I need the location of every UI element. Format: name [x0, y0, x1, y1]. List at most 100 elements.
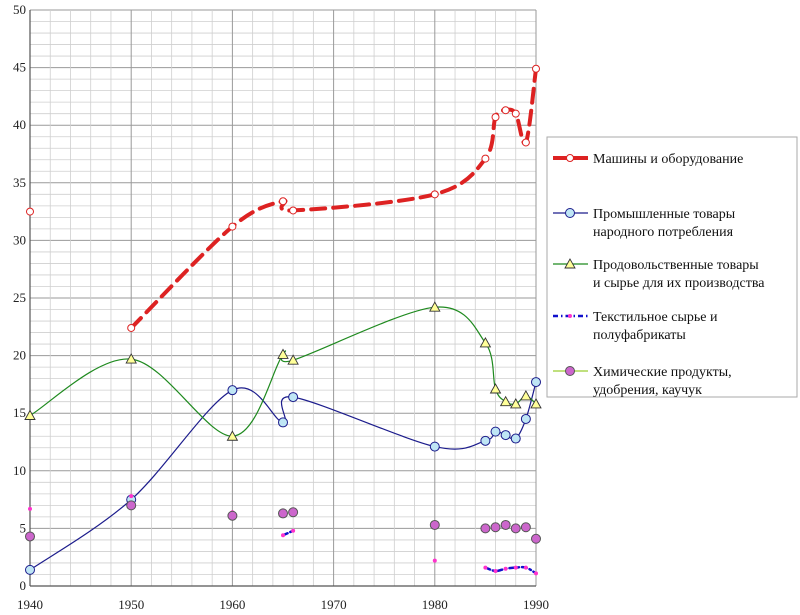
x-tick-label: 1940: [17, 597, 43, 612]
data-point: [289, 206, 298, 215]
series-line: [29, 306, 537, 437]
data-point: [227, 510, 238, 521]
y-tick-label: 30: [13, 232, 26, 247]
data-point: [483, 565, 488, 570]
data-point: [129, 494, 134, 499]
data-point: [429, 441, 440, 452]
data-point: [288, 392, 299, 403]
y-tick-label: 0: [20, 578, 27, 593]
data-point: [510, 523, 521, 534]
data-point: [531, 533, 541, 544]
data-point: [291, 528, 296, 533]
data-point: [288, 507, 299, 518]
data-point: [491, 113, 500, 122]
data-point: [500, 430, 511, 441]
data-point: [511, 109, 520, 118]
data-point: [521, 138, 530, 147]
data-point: [503, 566, 508, 571]
x-tick-label: 1980: [422, 597, 448, 612]
data-point: [510, 433, 521, 444]
grid: [29, 9, 537, 587]
data-point: [278, 508, 288, 519]
data-point: [520, 413, 531, 424]
data-point: [26, 207, 34, 216]
legend-swatch-marker: [565, 366, 575, 376]
data-point: [226, 430, 239, 441]
data-point: [25, 531, 35, 542]
data-point: [513, 565, 518, 570]
data-point: [480, 523, 491, 534]
y-tick-label: 25: [13, 290, 26, 305]
legend-label: и сырье для их производства: [593, 276, 765, 291]
data-point: [281, 533, 285, 538]
legend-label: Машины и оборудование: [593, 152, 743, 167]
data-point: [523, 565, 528, 570]
data-point: [126, 500, 137, 511]
data-point: [500, 519, 511, 530]
series-line: [484, 565, 538, 575]
data-point: [481, 154, 490, 163]
legend-swatch-marker: [566, 154, 574, 162]
data-point: [520, 389, 532, 401]
y-tick-label: 45: [13, 60, 26, 75]
data-point: [520, 522, 531, 533]
legend-label: Промышленные товары: [593, 207, 736, 222]
legend-label: Химические продукты,: [593, 365, 732, 380]
data-point: [28, 506, 32, 511]
x-tick-label: 1960: [219, 597, 245, 612]
data-point: [279, 197, 287, 206]
legend-label: Текстильное сырье и: [593, 310, 718, 325]
data-point: [493, 569, 498, 574]
data-point: [480, 435, 491, 446]
y-tick-labels: 0 5 10 15 20 25 30 35 40 45 50: [13, 2, 26, 593]
legend-label: полуфабрикаты: [593, 328, 686, 343]
data-point: [501, 106, 510, 115]
data-point: [127, 323, 136, 332]
legend-swatch-marker: [568, 314, 572, 318]
legend-box: [546, 136, 798, 398]
legend-label: народного потребления: [593, 225, 734, 240]
data-point: [479, 337, 492, 348]
x-tick-label: 1990: [523, 597, 549, 612]
x-tick-labels: 1940 1950 1960 1970 1980 1990: [17, 597, 549, 612]
data-point: [277, 348, 289, 359]
data-point: [125, 353, 137, 364]
data-point: [499, 395, 512, 407]
data-point: [490, 426, 501, 437]
data-point: [287, 354, 299, 365]
data-point: [227, 385, 238, 396]
y-tick-label: 50: [13, 2, 26, 17]
y-tick-label: 35: [13, 175, 26, 190]
data-point: [489, 383, 502, 394]
data-point: [490, 522, 501, 533]
data-point: [430, 190, 439, 199]
data-point: [24, 409, 36, 420]
legend-swatch-marker: [564, 258, 576, 269]
data-point: [531, 377, 541, 388]
series-line: [129, 66, 538, 330]
data-point: [532, 64, 540, 73]
y-tick-label: 20: [13, 348, 26, 363]
data-point: [509, 398, 522, 409]
y-tick-label: 5: [20, 520, 27, 535]
axes: [29, 10, 536, 587]
y-tick-label: 40: [13, 117, 26, 132]
data-point: [278, 417, 288, 428]
legend-swatch-marker: [565, 208, 575, 218]
data-point: [534, 571, 538, 576]
data-point: [228, 222, 237, 231]
x-tick-label: 1950: [118, 597, 144, 612]
series-line: [29, 381, 537, 571]
legend-label: удобрения, каучук: [593, 383, 702, 398]
data-point: [429, 301, 441, 312]
series-markers: [24, 64, 542, 576]
y-tick-label: 15: [13, 405, 26, 420]
data-point: [25, 564, 35, 575]
data-point: [429, 519, 440, 530]
x-tick-label: 1970: [321, 597, 347, 612]
y-tick-label: 10: [13, 463, 26, 478]
data-point: [432, 558, 437, 563]
legend: Машины и оборудование Промышленные товары…: [546, 136, 798, 398]
data-point: [530, 398, 542, 409]
